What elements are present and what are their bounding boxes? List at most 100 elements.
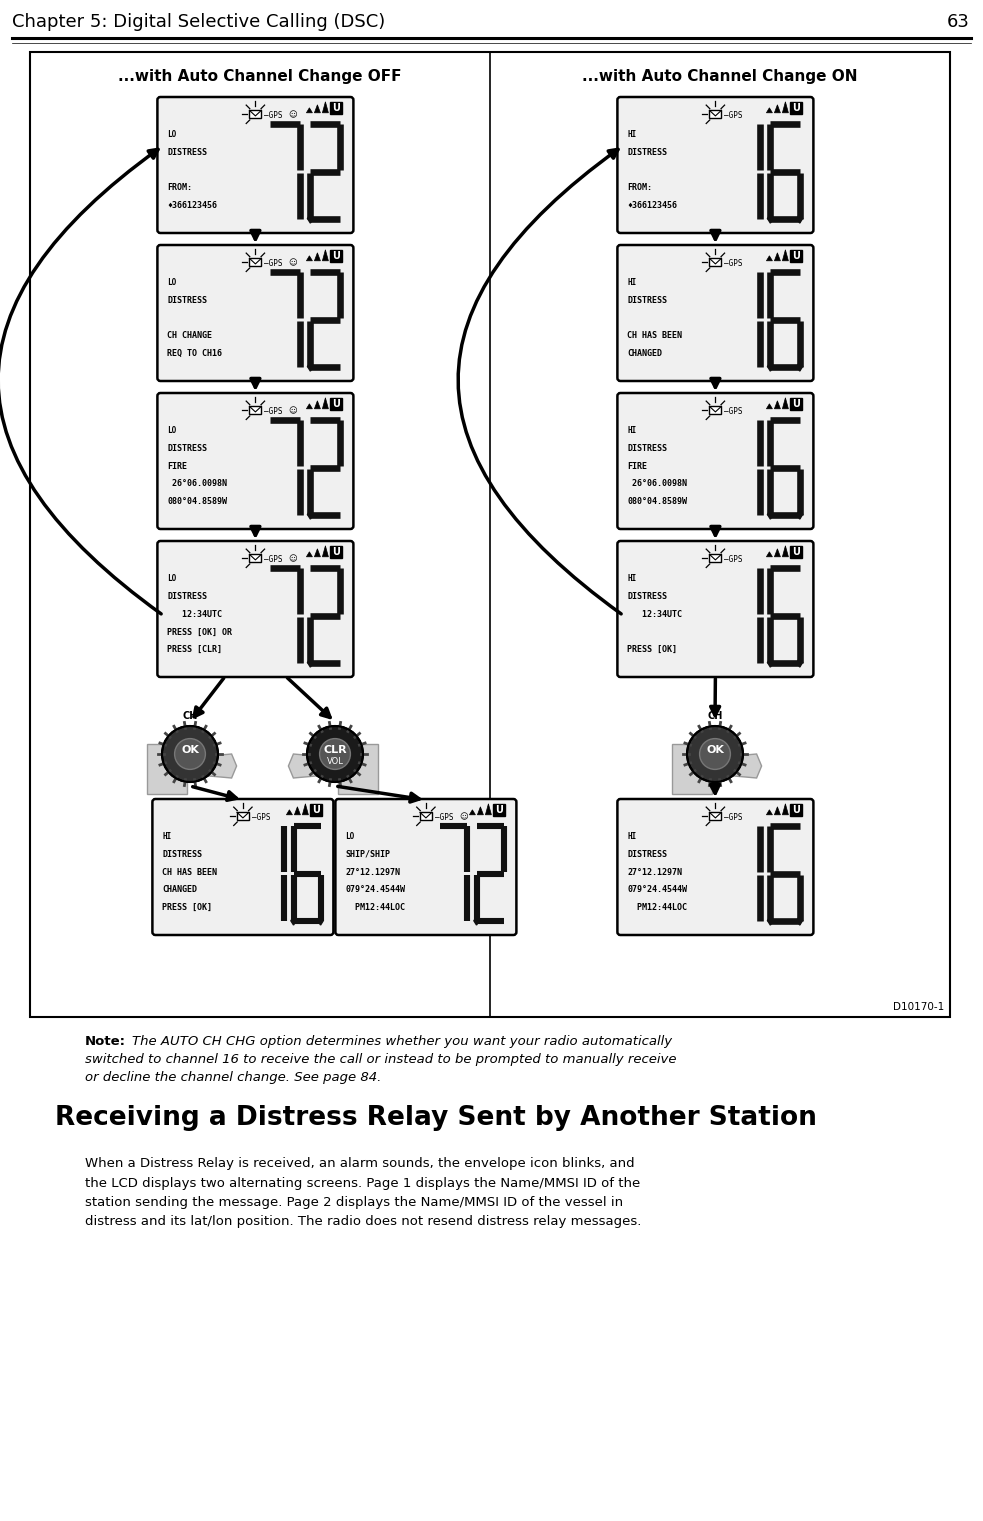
Text: —GPS: —GPS [264,406,283,415]
Polygon shape [315,402,320,409]
Text: U: U [332,548,340,557]
Polygon shape [782,399,788,409]
Text: REQ TO CH16: REQ TO CH16 [167,350,222,359]
Polygon shape [338,744,378,794]
Text: distress and its lat/lon position. The radio does not resend distress relay mess: distress and its lat/lon position. The r… [85,1215,641,1229]
Polygon shape [775,402,781,409]
Text: 63: 63 [948,14,970,30]
Text: FIRE: FIRE [167,462,188,470]
Text: U: U [792,805,800,815]
Polygon shape [768,362,774,371]
Text: U: U [792,548,800,557]
Text: ...with Auto Channel Change OFF: ...with Auto Channel Change OFF [118,68,402,84]
Polygon shape [768,214,774,224]
FancyBboxPatch shape [617,245,813,380]
Text: FIRE: FIRE [627,462,648,470]
Text: the LCD displays two alternating screens. Page 1 displays the Name/MMSI ID of th: the LCD displays two alternating screens… [85,1177,640,1189]
Text: HI: HI [627,573,637,583]
Text: LO: LO [167,426,177,435]
Text: station sending the message. Page 2 displays the Name/MMSI ID of the vessel in: station sending the message. Page 2 disp… [85,1196,623,1209]
Circle shape [700,739,730,770]
Bar [330,249,342,262]
Polygon shape [797,362,802,371]
Text: HI: HI [627,278,637,287]
Text: 27°12.1297N: 27°12.1297N [627,867,682,876]
Polygon shape [768,510,774,519]
Polygon shape [797,214,802,224]
Polygon shape [768,916,774,925]
Bar [710,406,722,414]
Bar [250,111,261,119]
Text: HI: HI [627,129,637,138]
Text: LO: LO [167,573,177,583]
Text: CH HAS BEEN: CH HAS BEEN [162,867,217,876]
Text: LO: LO [167,278,177,287]
Text: ☺: ☺ [288,111,297,120]
Bar [790,546,802,558]
Text: U: U [792,251,800,260]
FancyBboxPatch shape [157,392,354,529]
Text: DISTRESS: DISTRESS [627,444,667,453]
Circle shape [162,726,218,782]
Text: CH: CH [182,710,198,721]
Text: U: U [332,399,340,409]
Polygon shape [474,917,479,925]
Text: ☺: ☺ [288,406,297,415]
Text: —GPS: —GPS [264,555,283,564]
Text: OK: OK [706,745,723,754]
Polygon shape [782,249,788,260]
Polygon shape [307,108,313,113]
Text: PRESS [OK]: PRESS [OK] [627,645,677,654]
Polygon shape [797,916,802,925]
Polygon shape [767,552,773,557]
Text: HI: HI [162,832,172,841]
Text: LO: LO [345,832,355,841]
Text: U: U [792,103,800,113]
Polygon shape [288,754,338,779]
Text: ☺: ☺ [459,812,468,821]
Polygon shape [307,403,313,409]
Bar [30,52,950,1018]
Text: DISTRESS: DISTRESS [627,295,667,304]
Text: ...with Auto Channel Change ON: ...with Auto Channel Change ON [582,68,858,84]
Text: —GPS: —GPS [724,555,743,564]
Text: 080°04.8589W: 080°04.8589W [167,497,227,506]
Text: CHANGED: CHANGED [627,350,663,359]
Text: —GPS: —GPS [724,111,743,120]
Polygon shape [307,256,313,260]
Text: PRESS [CLR]: PRESS [CLR] [167,645,222,654]
Text: DISTRESS: DISTRESS [167,295,207,304]
Text: 12:34UTC: 12:34UTC [167,610,222,619]
Polygon shape [775,806,781,815]
Circle shape [687,726,743,782]
Polygon shape [768,659,774,668]
Bar [790,803,802,815]
Text: DISTRESS: DISTRESS [627,850,667,859]
FancyBboxPatch shape [617,799,813,935]
Polygon shape [478,806,484,815]
Text: or decline the channel change. See page 84.: or decline the channel change. See page … [85,1071,381,1084]
Polygon shape [775,252,781,260]
Text: Receiving a Distress Relay Sent by Another Station: Receiving a Distress Relay Sent by Anoth… [55,1104,817,1132]
Bar [237,812,249,820]
Text: D10170-1: D10170-1 [893,1002,944,1011]
Bar [250,259,261,266]
FancyBboxPatch shape [617,392,813,529]
Text: ☺: ☺ [288,555,297,564]
Polygon shape [322,399,328,409]
Text: 079°24.4544W: 079°24.4544W [345,885,405,894]
Bar [330,546,342,558]
FancyBboxPatch shape [157,245,354,380]
Text: DISTRESS: DISTRESS [162,850,202,859]
Bar [420,812,432,820]
Polygon shape [775,105,781,113]
Text: 26°06.0098N: 26°06.0098N [167,479,227,488]
Bar [493,803,505,815]
Bar [330,102,342,114]
Polygon shape [307,552,313,557]
Bar [790,399,802,409]
Text: —GPS: —GPS [252,812,270,821]
Bar [710,812,722,820]
Text: ♦366123456: ♦366123456 [167,201,217,210]
Polygon shape [797,659,802,668]
